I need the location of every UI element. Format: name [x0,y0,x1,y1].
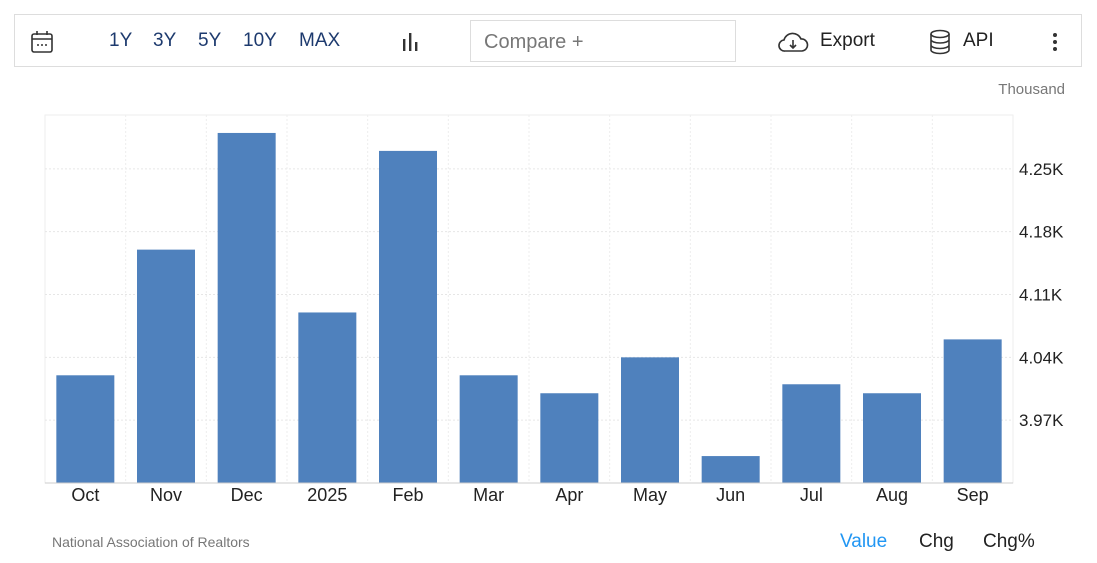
mode-value[interactable]: Value [840,531,888,552]
x-tick-label: Jun [716,485,745,505]
range-max[interactable]: MAX [299,30,341,51]
x-tick-label: Feb [392,485,423,505]
x-tick-label: Apr [555,485,583,505]
range-3y[interactable]: 3Y [153,30,177,51]
bar-jul [782,384,841,483]
bar-2025 [298,312,357,483]
unit-label: Thousand [998,81,1065,98]
x-tick-label: May [633,485,667,505]
cloud-download-icon[interactable] [777,31,809,53]
x-tick-label: Sep [957,485,989,505]
source-label: National Association of Realtors [52,534,250,550]
range-10y[interactable]: 10Y [243,30,277,51]
x-tick-label: 2025 [307,485,347,505]
y-tick-label: 4.25K [1019,160,1064,179]
y-tick-label: 4.11K [1019,286,1063,305]
compare-input[interactable]: Compare + [470,20,736,62]
bar-chart-icon[interactable] [401,31,421,51]
bar-may [621,357,679,483]
bar-mar [459,375,518,483]
calendar-icon[interactable] [30,30,54,54]
bar-jun [701,456,760,483]
vertical-dots-icon[interactable] [1051,32,1059,52]
range-5y[interactable]: 5Y [198,30,222,51]
api-button[interactable]: API [963,30,994,51]
database-icon[interactable] [929,29,951,55]
bar-oct [56,375,115,483]
y-tick-label: 4.04K [1019,348,1064,367]
mode-chg[interactable]: Chg [919,531,954,552]
x-tick-label: Dec [231,485,263,505]
bar-nov [137,249,195,483]
export-button[interactable]: Export [820,30,875,51]
bar-apr [540,393,599,483]
bar-dec [217,132,276,483]
range-1y[interactable]: 1Y [109,30,133,51]
bar-aug [863,393,921,483]
chart-toolbar: 1Y 3Y 5Y 10Y MAX Compare + Export API [14,14,1082,67]
mode-chg-pct[interactable]: Chg% [983,531,1035,552]
bar-feb [379,150,437,483]
x-tick-label: Oct [71,485,99,505]
y-tick-label: 4.18K [1019,223,1064,242]
y-tick-label: 3.97K [1019,411,1064,430]
x-tick-label: Nov [150,485,182,505]
x-tick-label: Jul [800,485,823,505]
bar-sep [943,339,1002,483]
x-tick-label: Aug [876,485,908,505]
x-tick-label: Mar [473,485,504,505]
